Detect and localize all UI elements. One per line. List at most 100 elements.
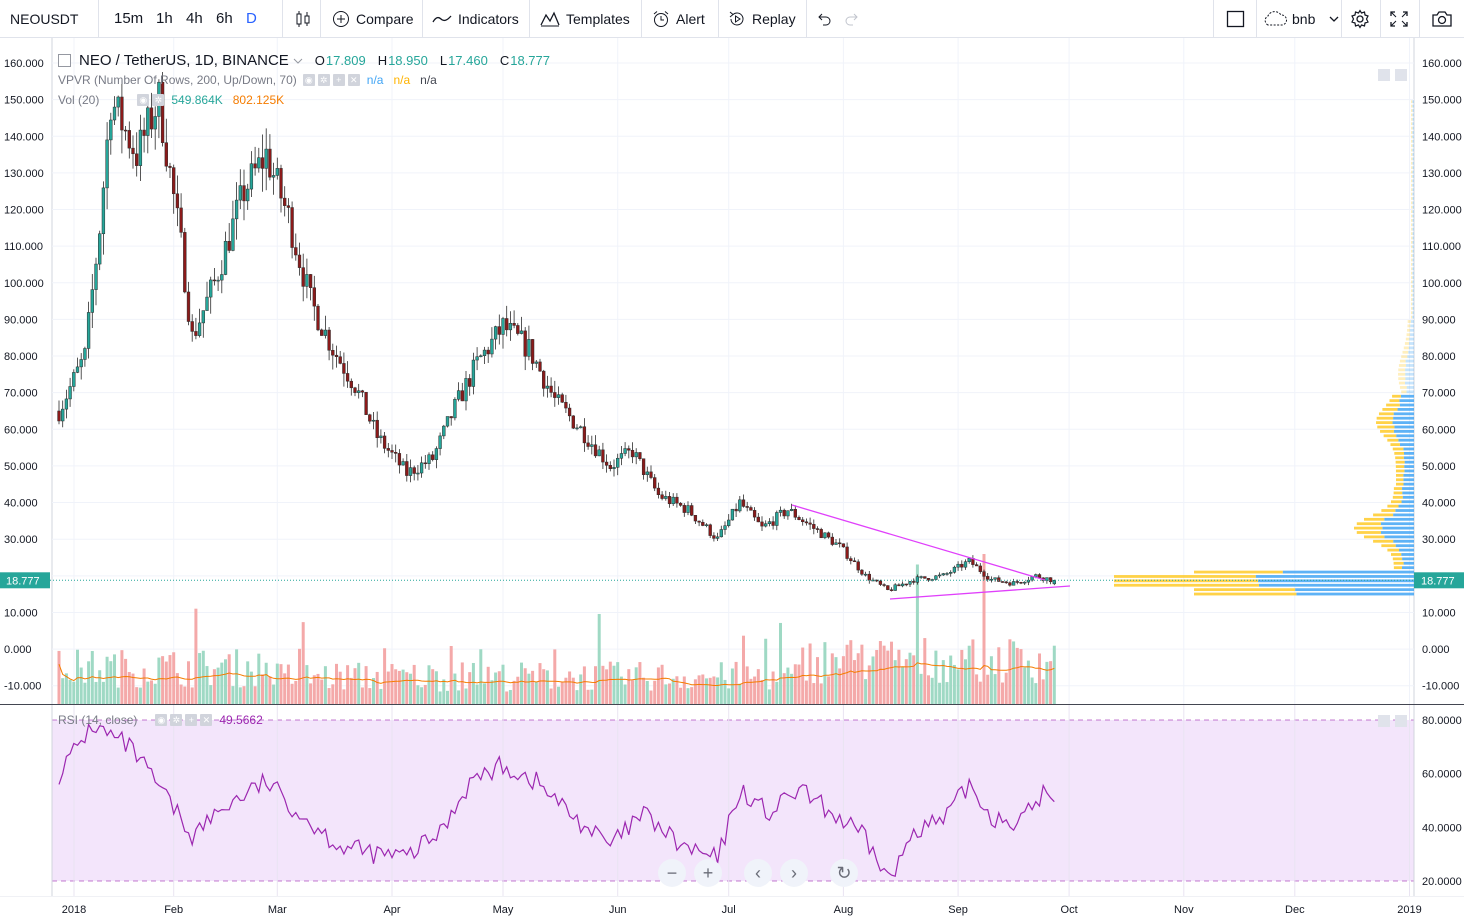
gear-icon[interactable]: ✲	[152, 94, 165, 106]
zoom-out-button[interactable]: −	[658, 859, 686, 887]
volume-bar	[83, 682, 87, 704]
candle-body	[183, 232, 187, 293]
vpvr-up-bar	[1412, 104, 1414, 108]
close-icon[interactable]: ✕	[200, 714, 213, 726]
price-chart[interactable]: 160.000 150.000 140.000 130.000 120.000 110.0…	[0, 38, 1464, 704]
alert-button[interactable]: Alert	[652, 0, 705, 37]
vpvr-name[interactable]: VPVR (Number Of Rows, 200, Up/Down, 70)	[58, 73, 297, 87]
candle-body	[345, 373, 350, 382]
vpvr-down-bar	[1393, 566, 1402, 570]
volume-bar	[738, 683, 742, 704]
zoom-in-button[interactable]: +	[694, 859, 722, 887]
price-tick-label: 160.000	[4, 58, 44, 70]
screenshot-button[interactable]	[1431, 0, 1453, 37]
toolbar-divider	[1341, 0, 1342, 37]
more-icon[interactable]: +	[332, 74, 345, 86]
volume-bar	[364, 666, 368, 704]
symbol-search-button[interactable]: NEOUSDT	[10, 0, 78, 37]
timeframe-15m[interactable]: 15m	[114, 10, 144, 27]
vpvr-up-bar	[1382, 526, 1414, 530]
settings-button[interactable]	[1350, 0, 1370, 37]
candle-body	[305, 274, 309, 287]
gear-icon[interactable]: ✲	[170, 714, 183, 726]
vpvr-down-bar	[1382, 408, 1398, 411]
candle-body	[863, 573, 868, 576]
reset-chart-button[interactable]: ↻	[830, 859, 858, 887]
volume-bar	[830, 653, 834, 704]
volume-bar	[194, 608, 198, 704]
fullscreen-mode-button[interactable]	[1226, 0, 1246, 37]
vpvr-up-bar	[1412, 262, 1414, 266]
price-pane[interactable]: 160.000 150.000 140.000 130.000 120.000 110.0…	[0, 38, 1464, 704]
volume-bar	[631, 680, 634, 704]
volume-bar	[320, 679, 324, 704]
volume-name[interactable]: Vol (20)	[58, 93, 100, 107]
rsi-name[interactable]: RSI (14, close)	[58, 713, 138, 727]
redo-button[interactable]	[843, 0, 861, 37]
vpvr-down-bar	[1402, 350, 1409, 354]
time-axis[interactable]: 2018 Feb Mar Apr May Jun Jul Aug Sep Oct Nov Dec 201…	[0, 896, 1464, 923]
timeframe-4h[interactable]: 4h	[186, 10, 203, 27]
vpvr-up-bar	[1393, 429, 1414, 433]
candle-body	[915, 576, 920, 583]
eye-icon[interactable]: ◉	[302, 74, 315, 86]
timeframe-d[interactable]: D	[246, 10, 257, 27]
candle-body	[793, 509, 797, 518]
volume-bar	[512, 680, 516, 704]
pane-down-icon[interactable]	[1395, 69, 1407, 81]
main-legend: NEO / TetherUS, 1D, BINANCE O 17.809 H 1…	[58, 52, 550, 69]
volume-bar	[767, 689, 771, 704]
timeframe-1h[interactable]: 1h	[156, 10, 173, 27]
toolbar-divider	[98, 0, 99, 37]
candle-body	[109, 119, 113, 141]
collapse-legend-icon[interactable]	[58, 54, 71, 67]
scroll-left-button[interactable]: ‹	[744, 859, 772, 887]
vpvr-down-bar	[1411, 175, 1413, 178]
price-tick-label: 30.000	[4, 534, 38, 546]
pane-divider[interactable]	[0, 704, 1464, 705]
gear-icon[interactable]: ✲	[317, 74, 330, 86]
vpvr-up-bar	[1412, 219, 1414, 222]
volume-bar	[124, 658, 128, 704]
fullscreen-button[interactable]	[1389, 0, 1409, 37]
candle-body	[312, 287, 316, 307]
chart-style-button[interactable]	[294, 0, 312, 37]
eye-icon[interactable]: ◉	[155, 714, 168, 726]
candle-body	[653, 477, 657, 489]
candle-body	[168, 165, 172, 168]
rsi-pane[interactable]: 80.0000 60.0000 40.0000 20.0000 RSI (14, cl…	[0, 705, 1464, 896]
compare-button[interactable]: Compare	[332, 0, 414, 37]
candle-body	[164, 142, 168, 167]
candle-body	[734, 508, 738, 512]
vpvr-up-bar	[1403, 561, 1414, 565]
vpvr-down-bar	[1356, 522, 1381, 526]
candle-body	[275, 168, 279, 176]
more-icon[interactable]: +	[185, 714, 198, 726]
eye-icon[interactable]: ◉	[137, 94, 150, 106]
timeframe-6h[interactable]: 6h	[216, 10, 233, 27]
volume-bar	[1001, 682, 1004, 704]
close-icon[interactable]: ✕	[347, 74, 360, 86]
chevron-down-icon[interactable]	[293, 57, 303, 65]
vpvr-up-bar	[1380, 522, 1414, 526]
templates-button[interactable]: Templates	[540, 0, 630, 37]
vpvr-up-bar	[1412, 192, 1414, 196]
candle-body	[619, 453, 624, 459]
undo-button[interactable]	[815, 0, 833, 37]
replay-button[interactable]: Replay	[728, 0, 796, 37]
scroll-right-button[interactable]: ›	[780, 859, 808, 887]
symbol-title[interactable]: NEO / TetherUS, 1D, BINANCE	[79, 52, 289, 69]
pane-down-icon[interactable]	[1395, 715, 1407, 727]
candle-body	[727, 519, 731, 526]
layout-button[interactable]: bnb	[1262, 0, 1339, 37]
vpvr-up-bar	[1403, 473, 1414, 477]
volume-bar	[601, 665, 605, 704]
volume-bar	[198, 653, 202, 704]
pane-up-icon[interactable]	[1378, 69, 1390, 81]
pane-up-icon[interactable]	[1378, 715, 1390, 727]
volume-bar	[557, 686, 560, 704]
rsi-chart[interactable]: 80.0000 60.0000 40.0000 20.0000	[0, 705, 1464, 896]
indicators-button[interactable]: Indicators	[432, 0, 519, 37]
vpvr-histogram	[1114, 100, 1414, 596]
vpvr-up-bar	[1412, 280, 1414, 284]
